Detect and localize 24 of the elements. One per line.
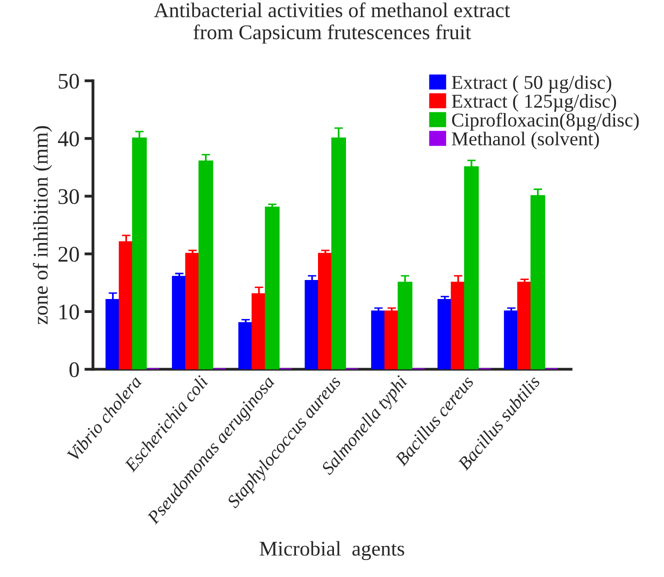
y-tick-label: 20 — [58, 246, 79, 262]
y-axis-title: zone of inhibition (mm) — [32, 126, 52, 324]
x-axis-title: Microbial agents — [260, 541, 404, 560]
bar — [238, 322, 254, 370]
bar — [304, 280, 320, 370]
y-tick-label: 50 — [58, 74, 79, 89]
bar — [384, 310, 400, 370]
y-tick-label: 30 — [58, 189, 79, 204]
y-tick-label: 40 — [58, 131, 79, 146]
bar — [438, 298, 452, 370]
legend-label: Ciprofloxacin(8µg/disc) — [452, 112, 639, 131]
bar — [264, 206, 280, 370]
bar — [185, 252, 200, 370]
bar — [172, 276, 187, 370]
y-tick-label: 0 — [70, 362, 79, 378]
bar — [517, 282, 532, 370]
legend-label: Extract ( 50 µg/disc) — [452, 75, 612, 94]
bar — [318, 252, 333, 370]
chart-title: Antibacterial activities of methanol extract from Capsicum frutescences fruit — [154, 2, 510, 44]
y-tick-label: 10 — [60, 304, 79, 320]
bar — [504, 310, 519, 370]
bar — [371, 310, 386, 370]
legend-label: Methanol (solvent) — [452, 132, 599, 150]
legend-label: Extract ( 125µg/disc) — [452, 94, 616, 112]
